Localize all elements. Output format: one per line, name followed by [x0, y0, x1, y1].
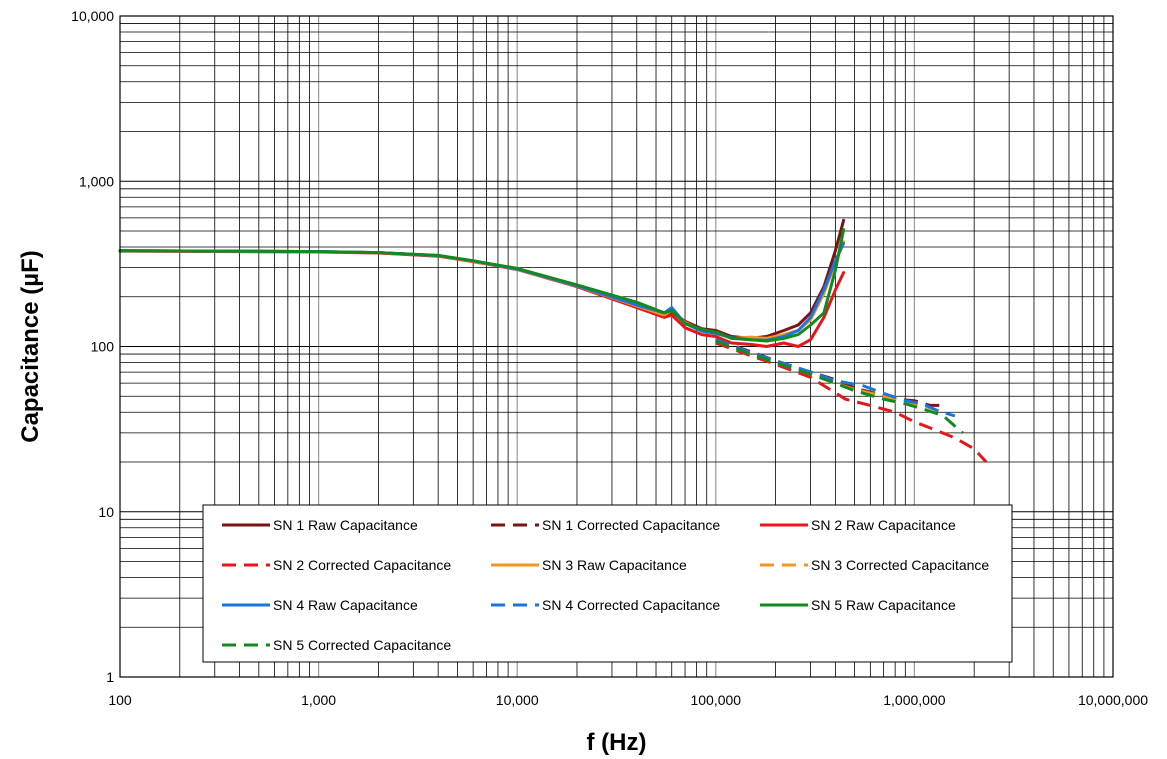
legend-label: SN 4 Raw Capacitance [273, 597, 418, 613]
x-axis-title: f (Hz) [587, 729, 647, 756]
legend-box [202, 504, 1013, 663]
x-tick-label: 100,000 [690, 692, 741, 708]
series-line-4 [715, 341, 988, 464]
series-line-8 [715, 338, 956, 418]
legend-label: SN 2 Corrected Capacitance [273, 557, 451, 573]
series-group [118, 218, 988, 464]
legend-label: SN 3 Corrected Capacitance [811, 557, 989, 573]
plot-frame [119, 15, 1114, 678]
x-tick-label: 10,000,000 [1078, 692, 1148, 708]
y-tick-label: 1,000 [79, 173, 114, 189]
x-tick-label: 1,000,000 [883, 692, 945, 708]
y-axis-title: Capacitance (µF) [17, 250, 44, 443]
series-line-9 [118, 228, 846, 343]
series-line-10 [715, 339, 964, 435]
y-tick-label: 10,000 [71, 8, 114, 24]
legend-label: SN 1 Raw Capacitance [273, 517, 418, 533]
legend-label: SN 1 Corrected Capacitance [542, 517, 720, 533]
x-tick-label: 10,000 [496, 692, 539, 708]
y-tick-labels: 1 10 100 1,000 10,000 [71, 8, 114, 685]
y-tick-label: 1 [106, 669, 114, 685]
legend-label: SN 5 Raw Capacitance [811, 597, 956, 613]
legend-label: SN 2 Raw Capacitance [811, 517, 956, 533]
legend-label: SN 5 Corrected Capacitance [273, 637, 451, 653]
legend: SN 1 Raw Capacitance SN 1 Corrected Capac… [202, 504, 1013, 663]
y-tick-label: 10 [98, 504, 114, 520]
x-tick-label: 1,000 [301, 692, 336, 708]
x-tick-label: 100 [108, 692, 132, 708]
x-tick-labels: 100 1,000 10,000 100,000 1,000,000 10,000,000 [108, 692, 1148, 708]
y-tick-label: 100 [91, 339, 115, 355]
legend-label: SN 4 Corrected Capacitance [542, 597, 720, 613]
legend-label: SN 3 Raw Capacitance [542, 557, 687, 573]
